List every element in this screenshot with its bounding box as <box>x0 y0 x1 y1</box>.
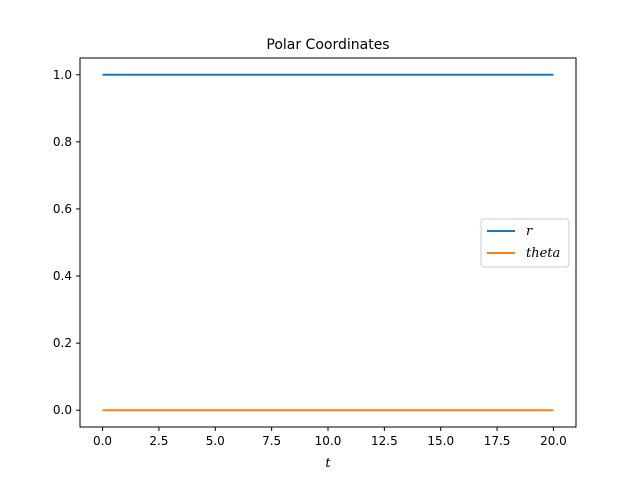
y-tick-label: 0.2 <box>53 336 72 350</box>
x-tick-label: 12.5 <box>371 434 398 448</box>
x-tick-label: 20.0 <box>540 434 567 448</box>
y-tick-label: 0.6 <box>53 202 72 216</box>
x-axis-label: t <box>325 456 331 471</box>
x-tick-label: 7.5 <box>262 434 281 448</box>
chart-title: Polar Coordinates <box>266 37 389 53</box>
x-axis: 0.0 2.5 5.0 7.5 10.0 12.5 15.0 17.5 20.0 <box>93 427 567 448</box>
y-tick-label: 0.0 <box>53 403 72 417</box>
y-tick-label: 1.0 <box>53 68 72 82</box>
legend: r theta <box>480 218 570 268</box>
x-tick-label: 2.5 <box>149 434 168 448</box>
y-tick-label: 0.4 <box>53 269 72 283</box>
y-axis: 0.0 0.2 0.4 0.6 0.8 1.0 <box>53 68 80 417</box>
plot-area <box>102 73 554 412</box>
x-tick-label: 0.0 <box>93 434 112 448</box>
x-tick-label: 10.0 <box>315 434 342 448</box>
legend-label-theta: theta <box>526 246 560 261</box>
y-tick-label: 0.8 <box>53 135 72 149</box>
x-tick-label: 5.0 <box>206 434 225 448</box>
x-tick-label: 17.5 <box>484 434 511 448</box>
x-tick-label: 15.0 <box>427 434 454 448</box>
legend-label-r: r <box>526 224 533 239</box>
